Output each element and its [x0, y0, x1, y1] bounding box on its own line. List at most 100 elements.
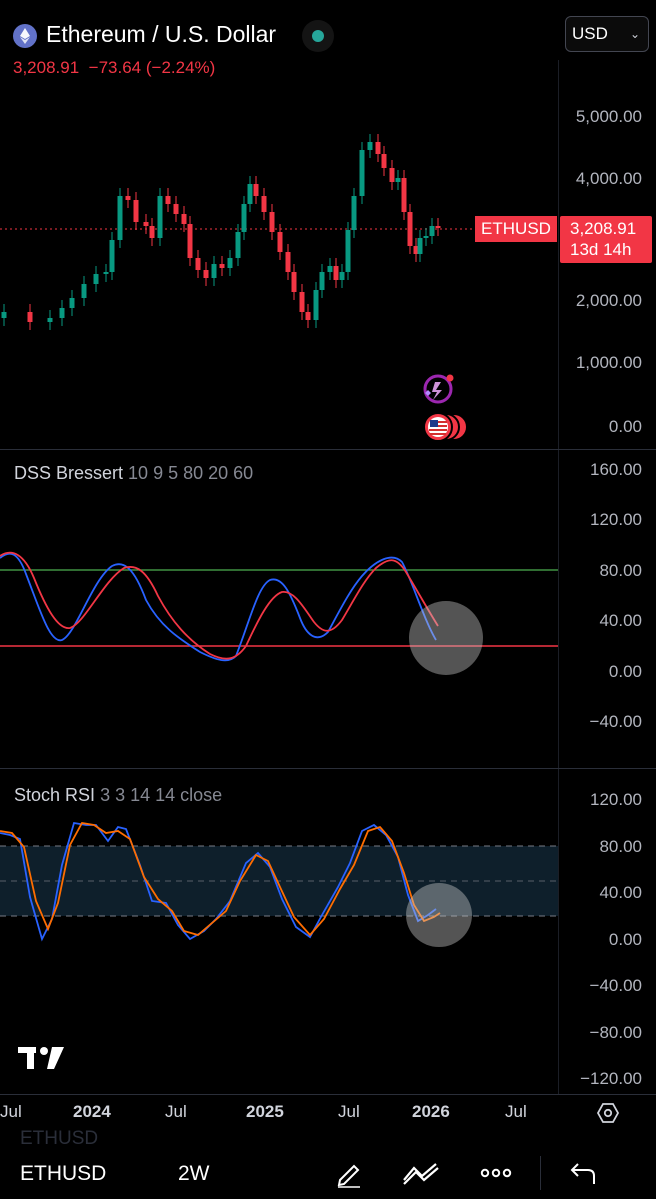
tradingview-logo-icon [18, 1045, 66, 1071]
candle-body [173, 204, 179, 214]
candle-body [429, 226, 435, 236]
candle-body [351, 196, 357, 230]
y-label: 5,000.00 [575, 107, 642, 126]
bottom-toolbar [0, 1148, 656, 1199]
undo-icon[interactable] [568, 1160, 596, 1186]
currency-select[interactable]: USD ⌄ [565, 16, 649, 52]
candle-body [389, 168, 395, 182]
dss-indicator-label[interactable]: DSS Bressert 10 9 5 80 20 60 [14, 463, 253, 484]
candle-body [407, 212, 413, 246]
market-status-dot[interactable] [302, 20, 334, 52]
symbol-price-tag[interactable]: ETHUSD [475, 216, 557, 242]
y-label: 1,000.00 [575, 353, 642, 372]
candle-body [269, 212, 275, 232]
candle-body [59, 308, 65, 318]
candle-body [203, 270, 209, 278]
ai-sparkle-icon[interactable] [419, 372, 455, 408]
candle-body [299, 292, 305, 312]
candle-body [423, 236, 429, 238]
stoch-d-line [0, 822, 441, 937]
candle-body [247, 184, 253, 204]
x-label: Jul [505, 1102, 527, 1121]
interval-button[interactable]: 2W [178, 1162, 210, 1185]
eth-logo-icon [13, 24, 37, 48]
y-label: 0.00 [608, 417, 642, 436]
dss-highlight-circle [409, 601, 483, 675]
candle-body [181, 214, 187, 224]
y-label: −120.00 [580, 1069, 642, 1088]
candle-body [359, 150, 365, 196]
candle-body [235, 232, 241, 258]
x-label: 2026 [412, 1102, 450, 1121]
y-label: 80.00 [599, 837, 642, 856]
candle-body [253, 184, 259, 196]
candle-body [93, 274, 99, 284]
ghost-symbol-label: ETHUSD [20, 1128, 99, 1149]
indicators-icon[interactable] [402, 1160, 440, 1186]
chevron-down-icon: ⌄ [629, 27, 640, 41]
candle-body [435, 226, 441, 228]
stoch-name: Stoch RSI [14, 785, 96, 805]
candle-body [261, 196, 267, 212]
economic-events-icon[interactable] [422, 411, 470, 443]
y-label: 160.00 [590, 460, 642, 479]
candle-body [219, 264, 225, 268]
y-label: 40.00 [599, 883, 642, 902]
candle-body [109, 240, 115, 272]
candle-body [367, 142, 373, 150]
last-price: 3,208.91 [13, 58, 80, 77]
dss-chart[interactable] [0, 450, 558, 768]
candle-body [277, 232, 283, 252]
toolbar-divider [540, 1156, 541, 1190]
candle-body [395, 178, 401, 182]
candle-body [117, 196, 123, 240]
draw-pencil-icon[interactable] [334, 1158, 364, 1188]
candle-body [165, 196, 171, 204]
candle-body [417, 238, 423, 254]
dss-red-line [0, 551, 439, 660]
candle-body [27, 312, 33, 322]
candle-body [187, 224, 193, 258]
candle-body [227, 258, 233, 268]
candle-body [327, 266, 333, 272]
y-label: 40.00 [599, 611, 642, 630]
stoch-indicator-label[interactable]: Stoch RSI 3 3 14 14 close [14, 785, 222, 806]
candle-body [81, 284, 87, 298]
y-label: 2,000.00 [575, 291, 642, 310]
dss-name: DSS Bressert [14, 463, 124, 483]
chart-settings-icon[interactable] [596, 1101, 620, 1125]
price-change: −73.64 [88, 58, 142, 77]
candle-body [47, 318, 53, 322]
candle-body [333, 266, 339, 280]
candle-body [381, 154, 387, 168]
candle-body [413, 246, 419, 254]
candle-body [133, 200, 139, 222]
symbol-title[interactable]: Ethereum / U.S. Dollar [46, 21, 277, 47]
price-countdown-tag[interactable]: 3,208.91 13d 14h [560, 216, 652, 263]
stoch-highlight-circle [406, 883, 472, 947]
candle-body [195, 258, 201, 270]
candle-body [157, 196, 163, 238]
candle-body [313, 290, 319, 320]
more-options-icon[interactable] [480, 1164, 512, 1182]
candle-body [125, 196, 131, 200]
symbol-button[interactable]: ETHUSD [20, 1162, 107, 1185]
y-label: 4,000.00 [575, 169, 642, 188]
x-label: Jul [338, 1102, 360, 1121]
price-candles[interactable] [0, 0, 558, 450]
candle-body [285, 252, 291, 272]
dss-params: 10 9 5 80 20 60 [128, 463, 254, 483]
price-stats: 3,208.91 −73.64 (−2.24%) [13, 58, 215, 78]
stoch-chart[interactable] [0, 769, 558, 1095]
candle-body [241, 204, 247, 232]
y-label: −80.00 [589, 1023, 642, 1042]
x-label: Jul [165, 1102, 187, 1121]
countdown-label: 13d 14h [570, 240, 632, 259]
candle-body [345, 230, 351, 272]
stoch-params: 3 3 14 14 close [100, 785, 223, 805]
candle-body [401, 178, 407, 212]
x-label: 2024 [73, 1102, 111, 1121]
y-label: 120.00 [590, 790, 642, 809]
candle-body [69, 298, 75, 308]
candle-body [375, 142, 381, 154]
